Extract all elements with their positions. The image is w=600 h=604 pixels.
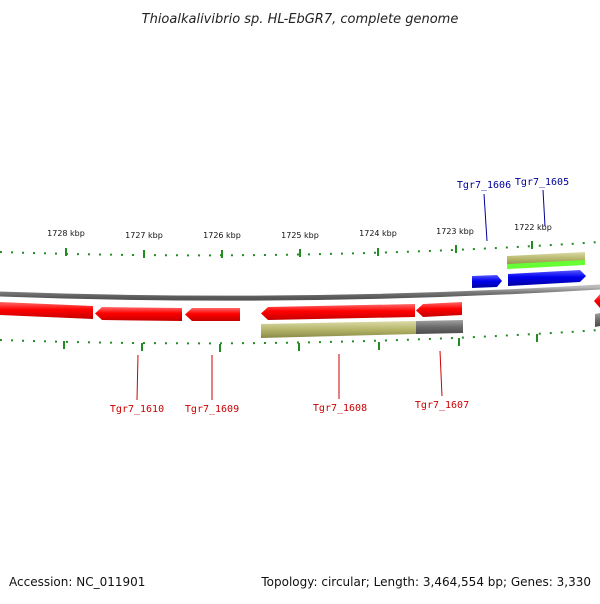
gene-tgr7-1609-arrow[interactable] (185, 308, 240, 321)
gene-left-partial-arrow[interactable] (0, 302, 93, 319)
tick-label: 1724 kbp (359, 229, 397, 238)
tick-label: 1723 kbp (436, 227, 474, 236)
gene-label-tgr7-1606[interactable]: Tgr7_1606 (457, 180, 511, 191)
tick-label: 1725 kbp (281, 231, 319, 240)
label-leader (439, 350, 443, 397)
major-ticks-upper (65, 241, 533, 258)
label-leader (136, 354, 139, 401)
gene-tgr7-1606-arrow[interactable] (472, 275, 502, 288)
gene-tgr7-1610-arrow[interactable] (95, 307, 182, 321)
gene-right-partial-arrow[interactable] (594, 294, 600, 308)
genome-summary-text: Topology: circular; Length: 3,464,554 bp… (260, 575, 591, 589)
gene-label-tgr7-1605[interactable]: Tgr7_1605 (515, 177, 569, 188)
accession-text: Accession: NC_011901 (9, 575, 145, 589)
gray-feature (595, 313, 600, 327)
gene-label-tgr7-1610[interactable]: Tgr7_1610 (110, 404, 164, 415)
reverse-features (0, 294, 600, 338)
olive-feature (261, 321, 416, 338)
gene-tgr7-1607-arrow[interactable] (416, 302, 462, 317)
gene-label-tgr7-1608[interactable]: Tgr7_1608 (313, 403, 367, 414)
tick-label: 1722 kbp (514, 223, 552, 232)
green-feature (507, 260, 585, 269)
label-leader (483, 193, 488, 242)
tick-label: 1726 kbp (203, 231, 241, 240)
top-gene-labels: Tgr7_1606 Tgr7_1605 (457, 177, 569, 242)
tick-label: 1728 kbp (47, 229, 85, 238)
gene-label-tgr7-1607[interactable]: Tgr7_1607 (415, 400, 469, 411)
label-leader (542, 189, 546, 227)
map-title: Thioalkalivibrio sp. HL-EbGR7, complete … (142, 12, 459, 27)
gene-tgr7-1608-arrow[interactable] (261, 304, 415, 320)
gray-feature (416, 320, 463, 334)
lower-tick-ring (0, 329, 600, 352)
gene-label-tgr7-1609[interactable]: Tgr7_1609 (185, 404, 239, 415)
bottom-gene-labels: Tgr7_1610 Tgr7_1609 Tgr7_1608 Tgr7_1607 (110, 350, 469, 415)
tick-label: 1727 kbp (125, 231, 163, 240)
kbp-labels: 1728 kbp 1727 kbp 1726 kbp 1725 kbp 1724… (47, 223, 552, 240)
gene-tgr7-1605-arrow[interactable] (508, 270, 586, 286)
genome-backbone (0, 284, 600, 301)
forward-features (472, 252, 586, 288)
